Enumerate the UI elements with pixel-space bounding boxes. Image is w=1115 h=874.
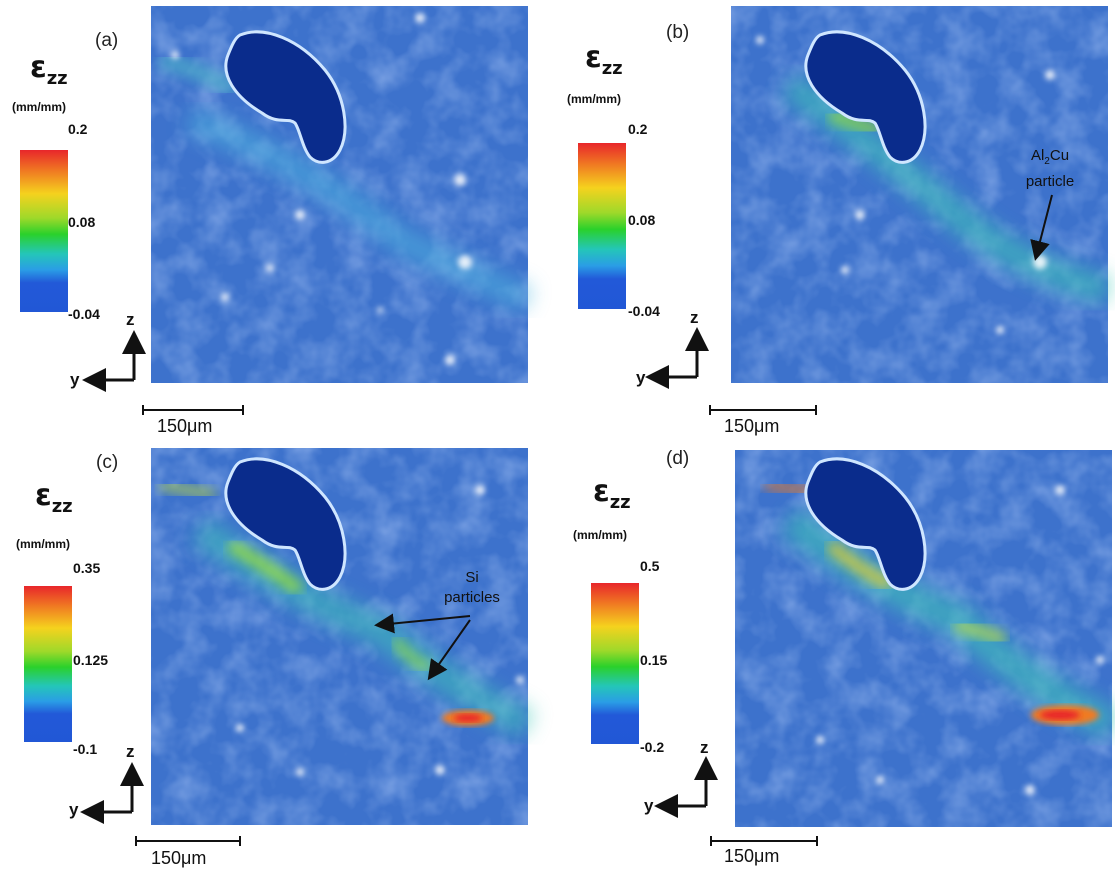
colorbar-a xyxy=(20,150,68,312)
colorbar-max-d: 0.5 xyxy=(640,558,660,574)
scale-bar-c xyxy=(135,836,241,846)
panel-label-a: (a) xyxy=(95,30,119,51)
colorbar-mid-d: 0.15 xyxy=(640,652,668,668)
micrograph-d xyxy=(735,450,1115,827)
axis-y-label-b: y xyxy=(636,368,646,387)
colorbar-min-b: -0.04 xyxy=(628,303,660,319)
axis-triad-d xyxy=(654,756,718,818)
scale-bar-label-c: 150μm xyxy=(151,848,207,868)
colorbar-mid-b: 0.08 xyxy=(628,212,656,228)
scale-bar-b xyxy=(709,405,817,415)
panel-label-b: (b) xyxy=(666,22,690,43)
colorbar-units-b: (mm/mm) xyxy=(567,92,622,106)
axis-z-label-c: z xyxy=(126,742,135,761)
colorbar-mid-c: 0.125 xyxy=(73,652,109,668)
scale-bar-a xyxy=(142,405,244,415)
colorbar-mid-a: 0.08 xyxy=(68,214,96,230)
panel-label-d: (d) xyxy=(666,448,690,469)
axis-triad-a xyxy=(82,330,146,392)
axis-z-label-b: z xyxy=(690,308,699,327)
colorbar-max-a: 0.2 xyxy=(68,121,88,137)
annotation-al2cu: Al2Cu particle xyxy=(1025,147,1075,190)
micrograph-a xyxy=(151,6,534,383)
micrograph-c xyxy=(151,448,535,825)
colorbar-max-b: 0.2 xyxy=(628,121,648,137)
scale-bar-label-a: 150μm xyxy=(157,416,213,436)
colorbar-max-c: 0.35 xyxy=(73,560,101,576)
colorbar-c xyxy=(24,586,72,742)
axis-y-label-a: y xyxy=(70,370,80,389)
colorbar-min-d: -0.2 xyxy=(640,739,665,755)
colorbar-title-b: εzz xyxy=(585,40,623,79)
colorbar-units-d: (mm/mm) xyxy=(573,528,628,542)
micrograph-b xyxy=(731,6,1112,383)
annotation-si-particles: Si particles xyxy=(444,569,500,606)
scale-bar-d xyxy=(710,836,818,846)
panel-label-c: (c) xyxy=(96,452,119,473)
scale-bar-label-d: 150μm xyxy=(724,846,780,866)
axis-y-label-d: y xyxy=(644,796,654,815)
colorbar-min-c: -0.1 xyxy=(73,741,98,757)
colorbar-b xyxy=(578,143,626,309)
colorbar-min-a: -0.04 xyxy=(68,306,100,322)
colorbar-title-c: εzz xyxy=(35,478,73,517)
colorbar-units-c: (mm/mm) xyxy=(16,537,71,551)
axis-z-label-a: z xyxy=(126,310,135,329)
colorbar-title-d: εzz xyxy=(593,474,631,513)
colorbar-d xyxy=(591,583,639,744)
colorbar-units-a: (mm/mm) xyxy=(12,100,67,114)
axis-y-label-c: y xyxy=(69,800,79,819)
axis-triad-b xyxy=(645,327,709,389)
colorbar-title-a: εzz xyxy=(30,50,68,89)
axis-triad-c xyxy=(80,762,144,824)
axis-z-label-d: z xyxy=(700,738,709,757)
scale-bar-label-b: 150μm xyxy=(724,416,780,436)
